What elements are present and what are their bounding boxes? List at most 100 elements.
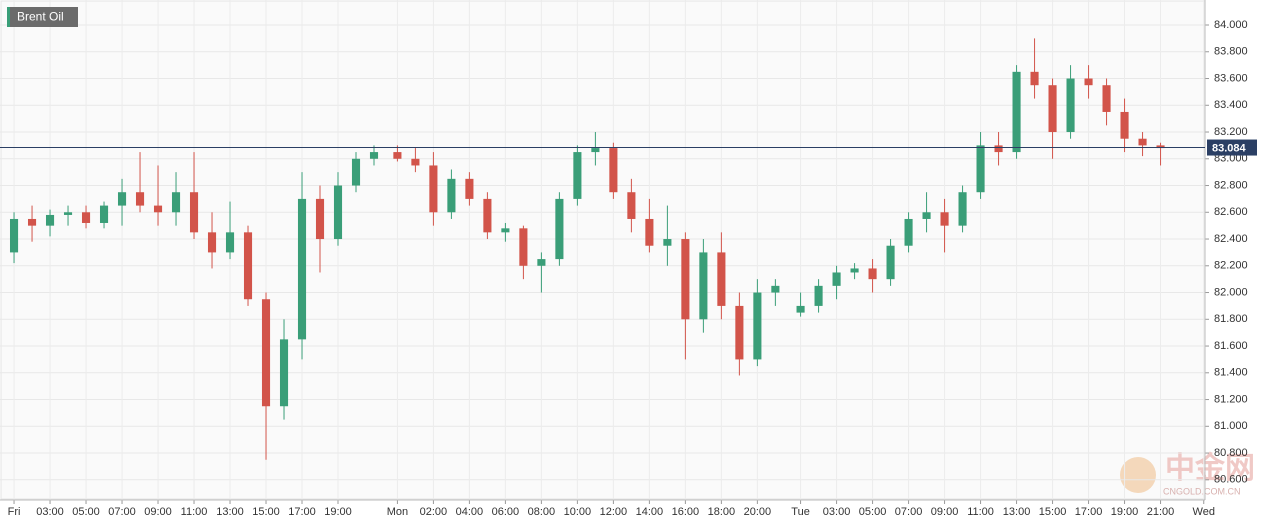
- x-tick-label: 10:00: [564, 506, 592, 518]
- x-tick-label: 04:00: [456, 506, 484, 518]
- x-tick-label: 19:00: [1111, 506, 1139, 518]
- candle-body: [1084, 78, 1093, 86]
- candle-body: [555, 198, 564, 260]
- x-tick-label: 19:00: [324, 506, 352, 518]
- x-tick-label: 15:00: [1039, 506, 1067, 518]
- candle-body: [1066, 78, 1075, 133]
- candle-body: [850, 268, 859, 273]
- x-tick-label: 18:00: [708, 506, 736, 518]
- candle-body: [225, 232, 235, 253]
- candle-body: [681, 239, 690, 320]
- x-tick-label: Wed: [1193, 506, 1215, 518]
- x-tick-label: 15:00: [252, 506, 280, 518]
- candle-body: [135, 192, 145, 206]
- candle-body: [447, 178, 456, 213]
- x-tick-label: 13:00: [216, 506, 244, 518]
- x-tick-label: 09:00: [144, 506, 172, 518]
- candle-body: [207, 232, 217, 253]
- candle-body: [922, 212, 931, 219]
- x-tick-label: 17:00: [1075, 506, 1103, 518]
- candle-body: [940, 212, 949, 226]
- x-tick-label: 13:00: [1003, 506, 1031, 518]
- candle-body: [886, 245, 895, 280]
- candle-body: [171, 192, 181, 213]
- candle-body: [117, 192, 127, 206]
- x-tick-label: 14:00: [636, 506, 664, 518]
- candle-body: [609, 148, 618, 193]
- x-tick-label: 08:00: [528, 506, 556, 518]
- y-tick-label: 82.400: [1214, 233, 1248, 245]
- candle-body: [279, 339, 289, 407]
- candle-body: [519, 228, 528, 266]
- candle-body: [483, 198, 492, 233]
- candle-body: [699, 252, 708, 320]
- x-tick-label: 09:00: [931, 506, 959, 518]
- candle-body: [27, 218, 37, 226]
- candle-body: [537, 259, 546, 266]
- candle-body: [771, 285, 780, 293]
- x-tick-label: 17:00: [288, 506, 316, 518]
- title-box: [7, 7, 78, 27]
- candle-body: [994, 145, 1003, 153]
- y-tick-label: 80.800: [1214, 447, 1248, 459]
- candle-body: [832, 272, 841, 286]
- candle-body: [1102, 85, 1111, 112]
- candle-body: [717, 252, 726, 306]
- candle-body: [393, 152, 402, 159]
- candle-body: [243, 232, 253, 300]
- candle-body: [591, 148, 600, 153]
- candle-body: [63, 212, 73, 215]
- x-tick-label: Fri: [8, 506, 21, 518]
- x-tick-label: 07:00: [108, 506, 136, 518]
- x-tick-label: 16:00: [672, 506, 700, 518]
- candle-body: [663, 239, 672, 246]
- x-tick-label: 03:00: [36, 506, 64, 518]
- candle-body: [904, 218, 913, 246]
- candle-body: [796, 305, 805, 313]
- x-tick-label: 05:00: [72, 506, 100, 518]
- candle-body: [753, 292, 762, 360]
- candle-body: [573, 152, 582, 199]
- candle-body: [868, 268, 877, 280]
- candle-body: [1138, 138, 1147, 146]
- last-price-box: [1207, 139, 1257, 156]
- last-price-label: 83.084: [1212, 142, 1247, 154]
- y-tick-label: 83.400: [1214, 99, 1248, 111]
- candle-body: [429, 165, 438, 213]
- y-tick-label: 82.200: [1214, 260, 1248, 272]
- candle-body: [501, 228, 510, 233]
- y-tick-label: 81.200: [1214, 393, 1248, 405]
- candle-body: [369, 152, 379, 159]
- candle-body: [333, 185, 343, 240]
- y-tick-label: 82.000: [1214, 286, 1248, 298]
- candle-body: [261, 299, 271, 407]
- candle-body: [45, 214, 55, 226]
- candle-body: [1156, 145, 1165, 149]
- x-tick-label: 05:00: [859, 506, 887, 518]
- y-tick-label: 81.600: [1214, 340, 1248, 352]
- candle-body: [645, 218, 654, 246]
- candle-body: [465, 178, 474, 199]
- watermark-logo: [1120, 457, 1156, 493]
- candle-body: [411, 158, 420, 166]
- candle-body: [189, 192, 199, 233]
- x-tick-label: 11:00: [967, 506, 994, 518]
- title-marker: [7, 7, 10, 27]
- x-tick-label: Mon: [387, 506, 408, 518]
- y-tick-label: 81.800: [1214, 313, 1248, 325]
- y-tick-label: 80.600: [1214, 474, 1248, 486]
- candle-body: [153, 205, 163, 213]
- x-tick-label: 03:00: [823, 506, 851, 518]
- candle-body: [1120, 111, 1129, 139]
- x-tick-label: 02:00: [420, 506, 448, 518]
- y-tick-label: 83.200: [1214, 126, 1248, 138]
- x-tick-label: 21:00: [1147, 506, 1175, 518]
- x-tick-label: Tue: [791, 506, 810, 518]
- candle-body: [1012, 71, 1021, 153]
- y-tick-label: 81.000: [1214, 420, 1248, 432]
- candle-body: [627, 192, 636, 219]
- candle-body: [1030, 71, 1039, 86]
- candle-body: [351, 158, 361, 186]
